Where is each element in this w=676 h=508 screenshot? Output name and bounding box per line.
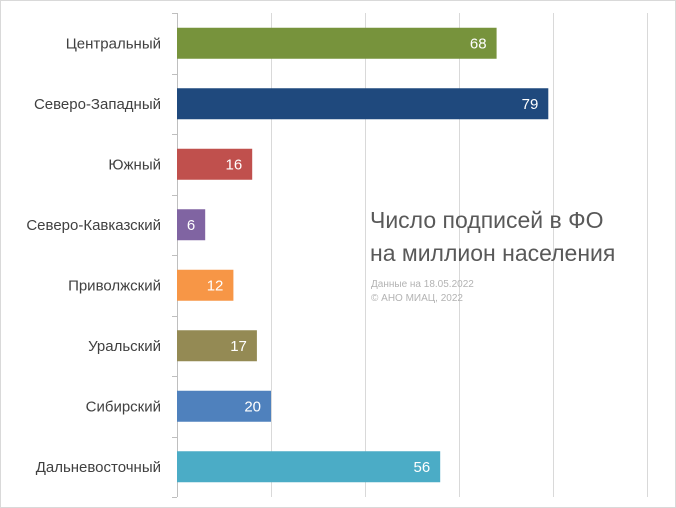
- chart-title-line-1: Число подписей в ФО: [370, 207, 604, 233]
- category-label: Южный: [108, 156, 161, 173]
- bar: [177, 269, 234, 301]
- data-source-note: Данные на 18.05.2022 © АНО МИАЦ, 2022: [371, 278, 474, 306]
- bar: [177, 148, 253, 180]
- category-label: Приволжский: [68, 277, 161, 294]
- data-date-note: Данные на 18.05.2022: [371, 279, 474, 290]
- value-label: 20: [244, 398, 261, 415]
- category-label: Северо-Западный: [34, 96, 161, 113]
- category-label: Северо-Кавказский: [26, 217, 161, 234]
- bar: [177, 88, 549, 120]
- category-labels: Центральный Северо-Западный Южный Северо-Ка…: [26, 35, 161, 476]
- bar: [177, 451, 441, 483]
- chart-title: Число подписей в ФО на миллион населения: [370, 204, 670, 270]
- value-label: 56: [414, 459, 431, 476]
- bar: [177, 330, 257, 362]
- value-labels: 68 79 16 6 12 17 20 56: [187, 35, 538, 476]
- value-label: 6: [187, 217, 195, 234]
- value-label: 16: [226, 156, 243, 173]
- bars: [177, 27, 549, 483]
- value-label: 68: [470, 35, 487, 52]
- bar: [177, 390, 271, 422]
- bar: [177, 27, 497, 59]
- value-label: 17: [230, 338, 247, 355]
- value-label: 79: [522, 96, 539, 113]
- category-label: Дальневосточный: [36, 459, 161, 476]
- chart-title-line-2: на миллион населения: [370, 240, 616, 266]
- category-label: Центральный: [66, 35, 161, 52]
- value-label: 12: [207, 277, 224, 294]
- category-label: Сибирский: [86, 398, 161, 415]
- bar: [177, 209, 206, 241]
- copyright-note: © АНО МИАЦ, 2022: [371, 293, 463, 304]
- category-label: Уральский: [88, 338, 161, 355]
